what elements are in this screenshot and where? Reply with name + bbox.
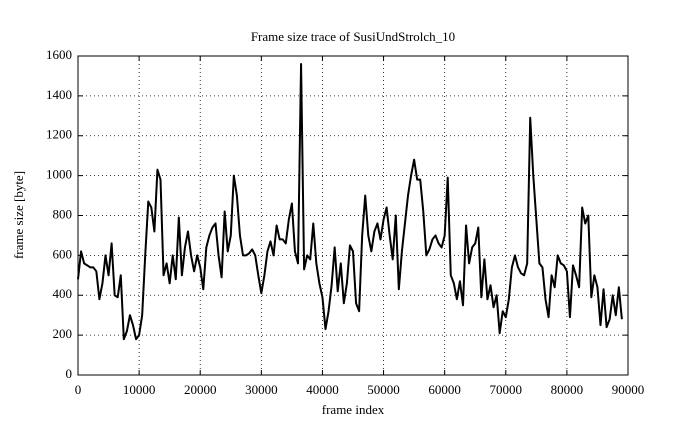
y-tick-label: 0	[66, 366, 73, 381]
x-tick-label: 60000	[428, 382, 461, 397]
x-tick-label: 50000	[367, 382, 400, 397]
x-tick-label: 90000	[612, 382, 645, 397]
y-tick-label: 1200	[46, 127, 72, 142]
x-tick-label: 70000	[490, 382, 523, 397]
x-tick-label: 10000	[123, 382, 156, 397]
y-axis-label: frame size [byte]	[11, 171, 26, 259]
data-line	[77, 62, 623, 341]
y-tick-label: 400	[53, 286, 73, 301]
y-tick-label: 600	[53, 246, 73, 261]
y-tick-label: 800	[53, 206, 73, 221]
y-tick-label: 1400	[46, 87, 72, 102]
x-tick-label: 20000	[184, 382, 217, 397]
chart-title: Frame size trace of SusiUndStrolch_10	[251, 29, 455, 44]
x-tick-label: 40000	[306, 382, 339, 397]
x-axis-label: frame index	[322, 402, 385, 417]
plot-frame	[77, 55, 629, 376]
y-tick-label: 200	[53, 326, 73, 341]
x-tick-label: 0	[75, 382, 82, 397]
y-tick-label: 1600	[46, 47, 72, 62]
y-tick-label: 1000	[46, 167, 72, 182]
x-tick-label: 80000	[551, 382, 584, 397]
x-tick-label: 30000	[245, 382, 278, 397]
